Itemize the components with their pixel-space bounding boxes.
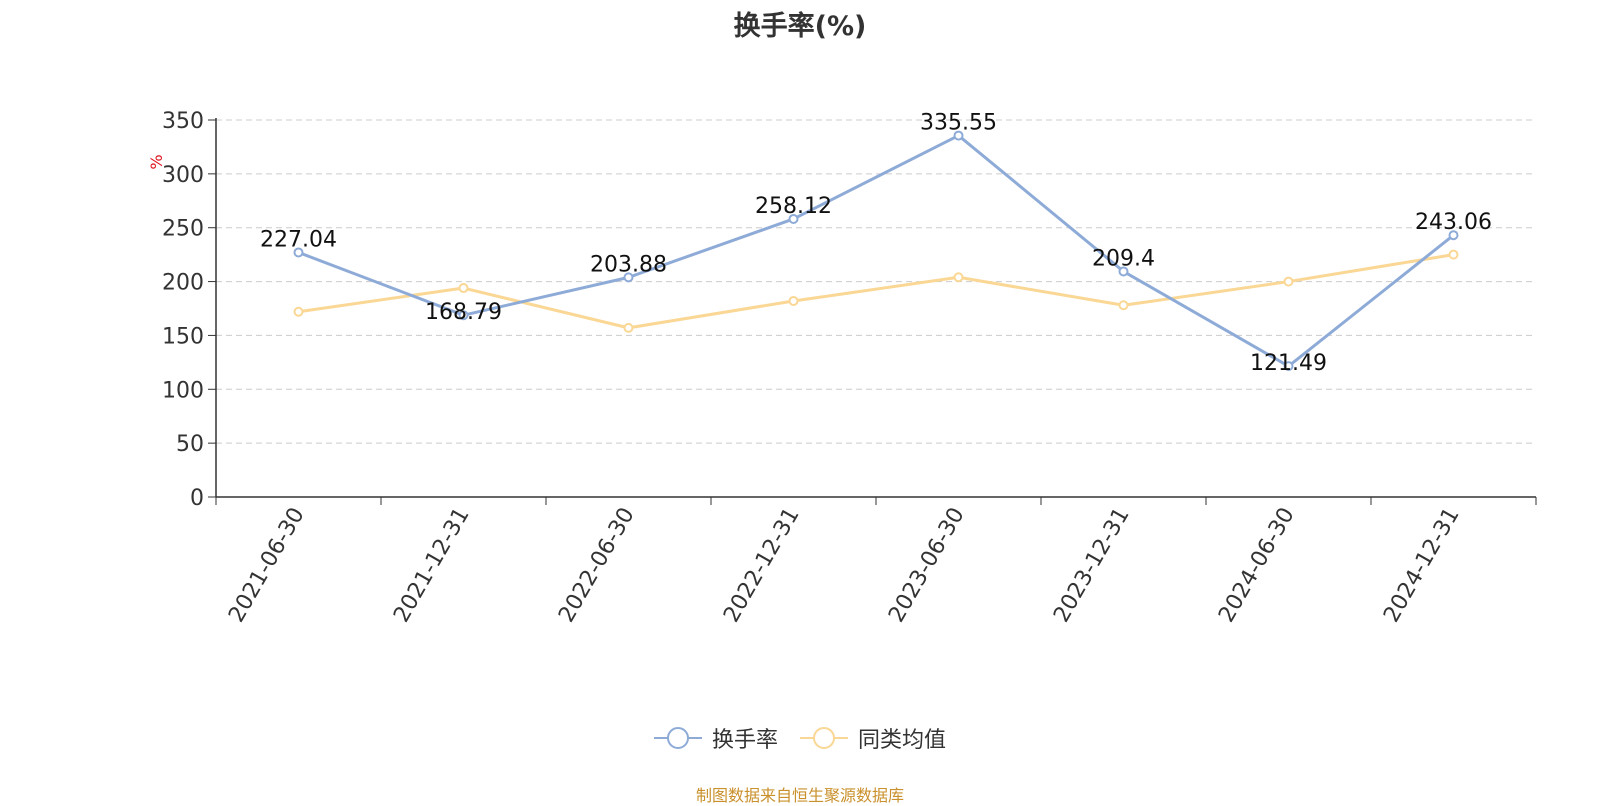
data-label: 335.55 <box>920 111 997 136</box>
y-tick-label: 0 <box>190 486 204 511</box>
data-source-note: 制图数据来自恒生聚源数据库 <box>695 786 904 805</box>
y-tick-label: 100 <box>162 378 204 403</box>
y-tick-label: 150 <box>162 324 204 349</box>
chart-title: 换手率(%) <box>733 11 867 42</box>
legend: 换手率 同类均值 <box>0 722 1600 754</box>
y-tick-label: 200 <box>162 271 204 296</box>
y-tick-label: 350 <box>162 109 204 134</box>
data-point-0 <box>1283 361 1294 372</box>
x-tick-label: 2022-12-31 <box>719 504 805 627</box>
data-label: 168.79 <box>425 300 502 325</box>
data-point-1 <box>1448 249 1459 260</box>
legend-marker-turnover-icon <box>653 727 702 749</box>
data-point-0 <box>458 310 469 321</box>
legend-label-peer-average: 同类均值 <box>858 728 947 753</box>
legend-item-turnover[interactable]: 换手率 <box>653 722 778 754</box>
data-point-1 <box>953 272 964 283</box>
x-tick-label: 2022-06-30 <box>554 504 640 627</box>
y-tick-label: 50 <box>176 432 204 457</box>
x-tick-label: 2023-12-31 <box>1049 504 1135 627</box>
data-point-0 <box>1118 266 1129 277</box>
data-label: 121.49 <box>1250 351 1327 376</box>
data-label: 243.06 <box>1415 210 1492 235</box>
data-label: 203.88 <box>590 252 667 277</box>
data-point-0 <box>623 272 634 283</box>
data-point-1 <box>1283 276 1294 287</box>
series-line-0 <box>297 134 1455 368</box>
x-tick-label: 2024-12-31 <box>1379 504 1465 627</box>
x-tick-label: 2021-12-31 <box>389 504 475 627</box>
data-point-1 <box>458 283 469 294</box>
data-point-0 <box>1448 230 1459 241</box>
y-tick-label: 300 <box>162 163 204 188</box>
data-label: 209.4 <box>1092 246 1155 271</box>
data-label: 258.12 <box>755 194 832 219</box>
series-line-1 <box>298 253 1454 330</box>
data-label: 227.04 <box>260 227 337 252</box>
data-point-0 <box>788 213 799 224</box>
x-tick-label: 2021-06-30 <box>224 504 310 627</box>
data-point-1 <box>1118 300 1129 311</box>
x-tick-label: 2023-06-30 <box>884 504 970 627</box>
y-tick-label: 250 <box>162 217 204 242</box>
data-point-0 <box>293 247 304 258</box>
legend-item-peer-average[interactable]: 同类均值 <box>800 722 946 754</box>
data-point-0 <box>953 130 964 141</box>
legend-label-turnover: 换手率 <box>711 728 778 753</box>
y-axis-label: % <box>147 154 166 169</box>
data-point-1 <box>623 322 634 333</box>
data-point-1 <box>788 295 799 306</box>
data-point-1 <box>293 306 304 317</box>
legend-marker-peer-average-icon <box>800 727 848 749</box>
x-tick-label: 2024-06-30 <box>1214 504 1300 627</box>
